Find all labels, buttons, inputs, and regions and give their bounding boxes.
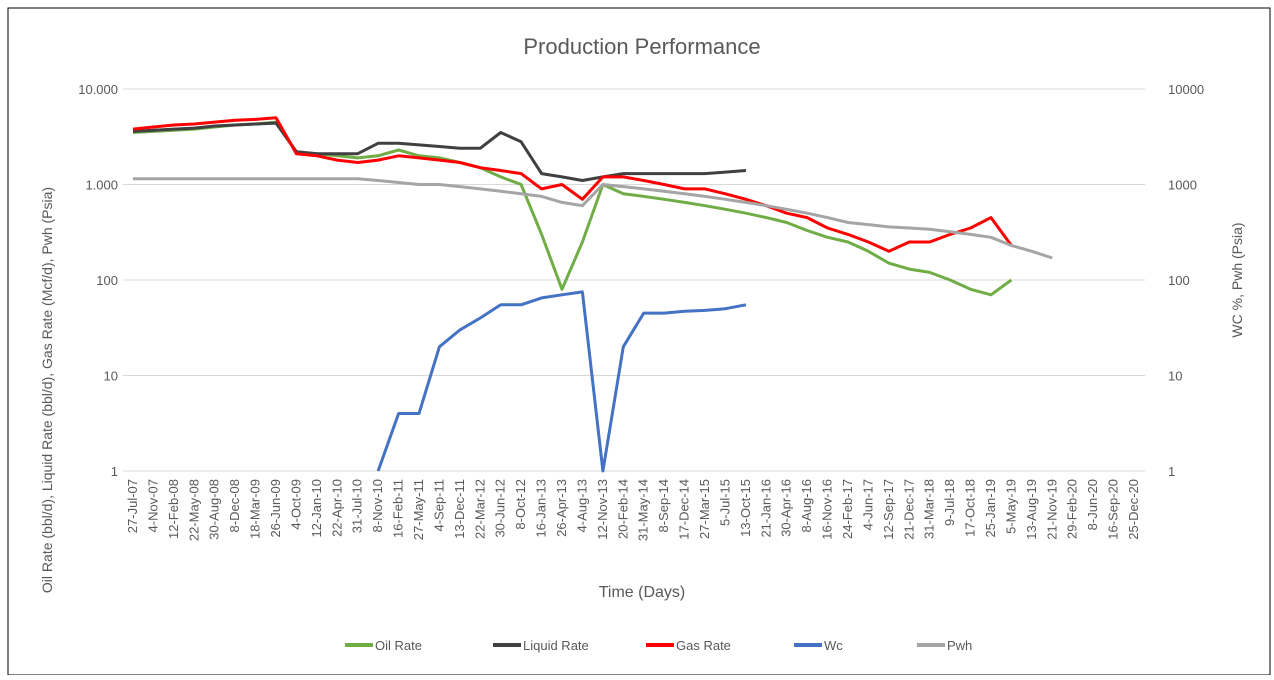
- x-tick-label: 31-Jul-10: [350, 479, 365, 533]
- x-tick-label: 25-Dec-20: [1126, 479, 1141, 540]
- x-tick-label: 16-Sep-20: [1106, 479, 1121, 540]
- x-tick-label: 27-Mar-15: [697, 479, 712, 539]
- x-tick-label: 22-Apr-10: [329, 479, 344, 537]
- x-tick-label: 4-Oct-09: [288, 479, 303, 530]
- x-tick-label: 12-Feb-08: [166, 479, 181, 539]
- x-tick-label: 8-Aug-16: [799, 479, 814, 532]
- x-tick-label: 5-Jul-15: [717, 479, 732, 526]
- y2-tick-label: 1000: [1168, 178, 1197, 193]
- x-tick-label: 16-Feb-11: [391, 479, 406, 538]
- legend-label: Gas Rate: [676, 638, 731, 653]
- x-tick-label: 4-Aug-13: [574, 479, 589, 532]
- y2-tick-label: 1: [1168, 464, 1175, 479]
- x-tick-label: 16-Jan-13: [534, 479, 549, 538]
- x-tick-label: 12-Nov-13: [595, 479, 610, 540]
- y-tick-label: 100: [96, 273, 118, 288]
- x-tick-label: 17-Dec-14: [677, 479, 692, 540]
- x-tick-label: 30-Jun-12: [493, 479, 508, 538]
- x-tick-label: 31-May-14: [636, 479, 651, 541]
- x-tick-label: 8-Sep-14: [656, 479, 671, 532]
- x-tick-label: 29-Feb-20: [1065, 479, 1080, 539]
- x-tick-label: 25-Jan-19: [983, 479, 998, 538]
- x-tick-label: 26-Apr-13: [554, 479, 569, 537]
- x-tick-label: 30-Apr-16: [779, 479, 794, 537]
- x-tick-label: 5-May-19: [1003, 479, 1018, 534]
- x-tick-label: 9-Jul-18: [942, 479, 957, 526]
- y-axis-title: Oil Rate (bbl/d), Liquid Rate (bbl/d), G…: [39, 187, 55, 593]
- x-tick-label: 13-Aug-19: [1024, 479, 1039, 540]
- legend-label: Oil Rate: [375, 638, 422, 653]
- x-tick-label: 4-Sep-11: [431, 479, 446, 532]
- y2-tick-label: 10: [1168, 369, 1182, 384]
- y-tick-label: 1: [111, 464, 118, 479]
- y-tick-label: 1.000: [85, 178, 118, 193]
- chart-title: Production Performance: [523, 34, 760, 59]
- series-line: [133, 177, 1053, 260]
- x-tick-label: 21-Dec-17: [901, 479, 916, 540]
- x-tick-label: 8-Jun-20: [1085, 479, 1100, 530]
- x-tick-label: 13-Dec-11: [452, 479, 467, 539]
- y-tick-label: 10: [104, 369, 118, 384]
- x-tick-label: 22-Mar-12: [472, 479, 487, 539]
- x-tick-label: 4-Jun-17: [860, 479, 875, 530]
- x-tick-label: 27-Jul-07: [125, 479, 140, 533]
- x-tick-label: 4-Nov-07: [145, 479, 160, 532]
- x-tick-label: 8-Oct-12: [513, 479, 528, 530]
- x-tick-label: 8-Dec-08: [227, 479, 242, 532]
- x-tick-label: 30-Aug-08: [207, 479, 222, 540]
- x-tick-label: 8-Nov-10: [370, 479, 385, 532]
- y2-tick-label: 10000: [1168, 82, 1204, 97]
- legend-label: Liquid Rate: [523, 638, 589, 653]
- y-tick-label: 10.000: [78, 82, 118, 97]
- x-tick-label: 13-Oct-15: [738, 479, 753, 537]
- x-tick-label: 21-Nov-19: [1044, 479, 1059, 540]
- chart-border: [7, 7, 1271, 676]
- x-tick-label: 21-Jan-16: [758, 479, 773, 538]
- x-tick-label: 20-Feb-14: [615, 479, 630, 539]
- y2-axis-title: WC %, Pwh (Psia): [1229, 222, 1245, 337]
- x-tick-label: 18-Mar-09: [248, 479, 263, 539]
- legend-label: Wc: [824, 638, 843, 653]
- x-tick-label: 12-Sep-17: [881, 479, 896, 540]
- x-tick-label: 26-Jun-09: [268, 479, 283, 538]
- x-tick-label: 12-Jan-10: [309, 479, 324, 538]
- x-tick-label: 31-Mar-18: [922, 479, 937, 539]
- x-tick-label: 27-May-11: [411, 479, 426, 540]
- y2-tick-label: 100: [1168, 273, 1190, 288]
- legend-label: Pwh: [947, 638, 972, 653]
- series-line: [376, 290, 747, 473]
- x-tick-label: 16-Nov-16: [820, 479, 835, 540]
- x-axis-title: Time (Days): [599, 584, 686, 601]
- series-line: [132, 121, 747, 182]
- series-line: [132, 116, 1013, 253]
- x-tick-label: 22-May-08: [186, 479, 201, 541]
- x-tick-label: 24-Feb-17: [840, 479, 855, 539]
- x-tick-label: 17-Oct-18: [963, 479, 978, 537]
